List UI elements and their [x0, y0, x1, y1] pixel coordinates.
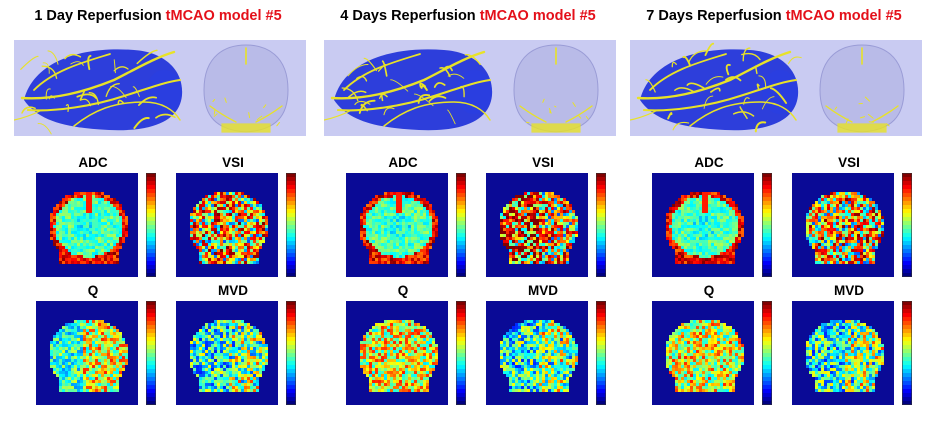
- vessel-network: [630, 42, 899, 133]
- brain-slice: [50, 192, 128, 264]
- reperfusion-panel: 4 Days Reperfusion tMCAO model #5 ADC VSI Q…: [318, 0, 618, 422]
- map-label: ADC: [388, 155, 418, 170]
- map-tile-adc: ADC: [652, 155, 804, 283]
- brain-slice: [190, 320, 268, 392]
- map-label: Q: [703, 283, 715, 298]
- parametric-map-q: [652, 301, 754, 405]
- parametric-map-q: [36, 301, 138, 405]
- brain-slice: [360, 192, 438, 264]
- map-label: VSI: [222, 155, 244, 170]
- model-label: tMCAO model #5: [479, 8, 596, 24]
- parametric-map-adc: [652, 173, 754, 277]
- colorbar: [456, 173, 466, 277]
- angiography-render: [630, 40, 922, 136]
- angiography-render: [14, 40, 306, 136]
- map-tile-mvd: MVD: [486, 283, 638, 411]
- colorbar: [286, 301, 296, 405]
- parametric-map-mvd: [792, 301, 894, 405]
- map-label: VSI: [532, 155, 554, 170]
- model-label: tMCAO model #5: [165, 8, 282, 24]
- map-tile-vsi: VSI: [486, 155, 638, 283]
- colorbar: [596, 301, 606, 405]
- reperfusion-day-label: 7 Days Reperfusion: [646, 8, 782, 24]
- map-tile-q: Q: [652, 283, 804, 411]
- colorbar: [902, 173, 912, 277]
- colorbar: [596, 173, 606, 277]
- map-label: ADC: [694, 155, 724, 170]
- brain-slice: [666, 320, 744, 392]
- colorbar: [146, 173, 156, 277]
- map-tile-adc: ADC: [36, 155, 188, 283]
- panel-title: 4 Days Reperfusion tMCAO model #5: [318, 8, 618, 24]
- brain-slice: [806, 192, 884, 264]
- map-tile-mvd: MVD: [792, 283, 944, 411]
- parametric-map-adc: [346, 173, 448, 277]
- reperfusion-panel: 1 Day Reperfusion tMCAO model #5 ADC VSI Q M…: [8, 0, 308, 422]
- parametric-map-mvd: [176, 301, 278, 405]
- vessel-network: [14, 47, 283, 135]
- map-label: MVD: [528, 283, 558, 298]
- brain-slice: [190, 192, 268, 264]
- map-tile-adc: ADC: [346, 155, 498, 283]
- brain-slice: [666, 192, 744, 264]
- brain-slice: [50, 320, 128, 392]
- parametric-map-vsi: [792, 173, 894, 277]
- colorbar: [902, 301, 912, 405]
- colorbar: [146, 301, 156, 405]
- map-label: Q: [87, 283, 99, 298]
- brain-slice: [500, 192, 578, 264]
- map-label: ADC: [78, 155, 108, 170]
- map-tile-q: Q: [36, 283, 188, 411]
- map-tile-q: Q: [346, 283, 498, 411]
- angiography-render: [324, 40, 616, 136]
- brain-slice: [806, 320, 884, 392]
- map-tile-vsi: VSI: [792, 155, 944, 283]
- parametric-map-mvd: [486, 301, 588, 405]
- reperfusion-day-label: 1 Day Reperfusion: [34, 8, 162, 24]
- parametric-map-q: [346, 301, 448, 405]
- map-label: VSI: [838, 155, 860, 170]
- brain-slice: [360, 320, 438, 392]
- reperfusion-day-label: 4 Days Reperfusion: [340, 8, 476, 24]
- map-tile-mvd: MVD: [176, 283, 328, 411]
- model-label: tMCAO model #5: [785, 8, 902, 24]
- panel-title: 7 Days Reperfusion tMCAO model #5: [624, 8, 924, 24]
- parametric-map-vsi: [486, 173, 588, 277]
- colorbar: [762, 301, 772, 405]
- colorbar: [762, 173, 772, 277]
- vessel-network: [324, 47, 593, 133]
- parametric-map-adc: [36, 173, 138, 277]
- brain-slice: [500, 320, 578, 392]
- map-label: Q: [397, 283, 409, 298]
- panel-title: 1 Day Reperfusion tMCAO model #5: [8, 8, 308, 24]
- parametric-map-vsi: [176, 173, 278, 277]
- map-label: MVD: [834, 283, 864, 298]
- map-label: MVD: [218, 283, 248, 298]
- reperfusion-panel: 7 Days Reperfusion tMCAO model #5 ADC VSI Q…: [624, 0, 924, 422]
- map-tile-vsi: VSI: [176, 155, 328, 283]
- colorbar: [286, 173, 296, 277]
- colorbar: [456, 301, 466, 405]
